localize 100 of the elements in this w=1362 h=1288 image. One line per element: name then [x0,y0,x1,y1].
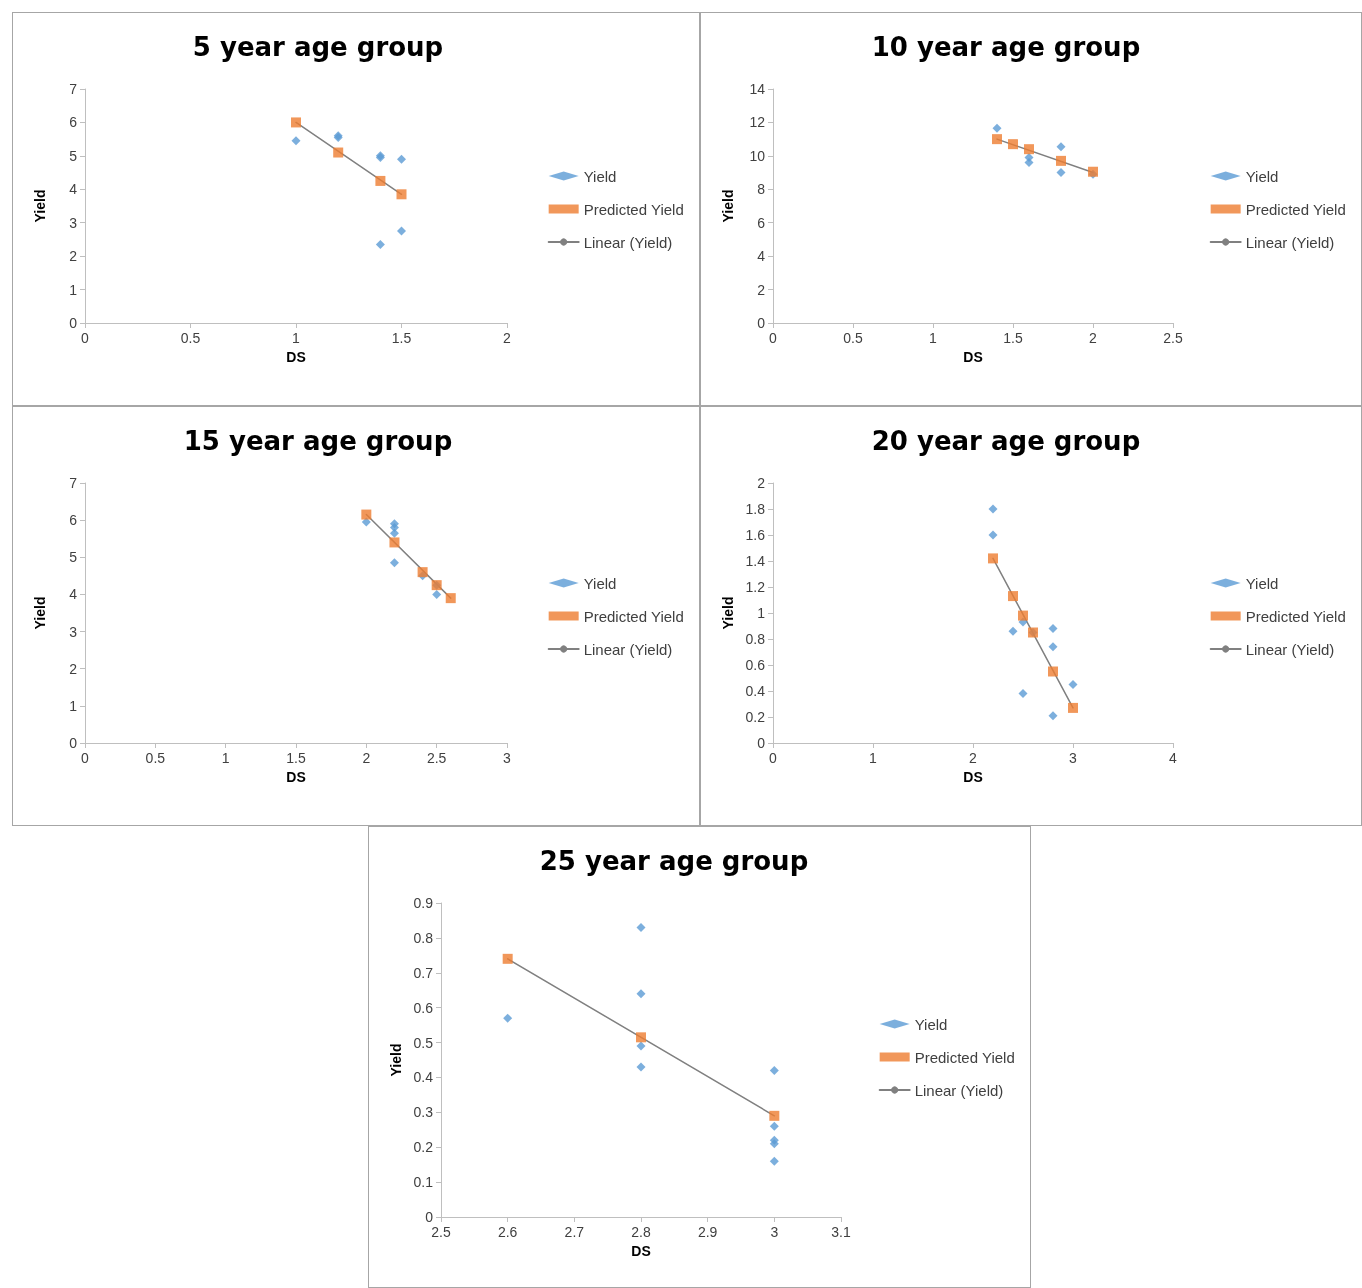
y-tick-label: 5 [69,147,78,164]
legend-label: Predicted Yield [583,607,684,625]
x-tick-label: 3 [1069,750,1078,766]
y-tick-label: 0.2 [413,1139,434,1156]
y-tick-label: 2 [69,660,78,677]
x-tick-label: 0 [81,750,90,766]
y-tick-label: 2 [757,475,766,491]
y-tick-label: 0.8 [413,929,434,946]
legend-label: Linear (Yield) [583,233,673,251]
y-tick-label: 6 [69,114,78,131]
y-axis-title: Yield [32,596,48,630]
y-tick-label: 0.1 [413,1174,434,1191]
y-tick-label: 1.6 [745,527,766,543]
x-tick-label: 1 [929,330,938,346]
y-tick-label: 0 [69,735,78,751]
x-tick-label: 2.8 [631,1224,651,1240]
x-tick-label: 2.6 [497,1224,518,1240]
y-tick-label: 0 [425,1209,434,1225]
x-tick-label: 0.5 [145,750,166,766]
y-tick-label: 1.4 [745,553,766,569]
y-tick-label: 4 [69,181,78,198]
x-tick-label: 1 [221,750,230,766]
y-tick-label: 7 [69,81,78,97]
x-tick-label: 2.7 [564,1224,585,1240]
legend-label: Linear (Yield) [1245,233,1335,251]
y-tick-label: 10 [749,147,766,164]
chart-title: 20 year age group [871,426,1141,456]
x-axis-title: DS [963,348,983,365]
y-tick-label: 0 [757,735,766,751]
y-tick-label: 0.8 [745,631,766,647]
x-tick-label: 2 [362,750,371,766]
legend-label: Linear (Yield) [914,1081,1004,1099]
x-tick-label: 0 [81,330,90,346]
x-tick-label: 3.1 [831,1224,851,1240]
y-tick-label: 0.7 [413,964,434,981]
y-axis-title: Yield [720,189,736,223]
x-axis-title: DS [286,348,306,365]
y-tick-label: 0 [69,315,78,331]
x-tick-label: 1 [869,750,878,766]
x-tick-label: 0.5 [180,330,201,346]
x-tick-label: 3 [770,1224,779,1240]
x-tick-label: 2.5 [1163,330,1183,346]
y-tick-label: 2 [69,248,78,265]
x-tick-label: 3 [503,750,512,766]
chart-title: 15 year age group [183,426,453,456]
y-tick-label: 3 [69,214,78,231]
x-tick-label: 0 [769,750,778,766]
y-tick-label: 1 [757,605,766,621]
x-tick-label: 2 [503,330,512,346]
y-tick-label: 6 [69,512,78,529]
x-tick-label: 0.5 [843,330,863,346]
y-tick-label: 12 [749,114,766,131]
y-axis-title: Yield [719,596,736,630]
x-tick-label: 4 [1169,750,1178,766]
y-tick-label: 1.2 [745,579,766,595]
x-tick-label: 2.5 [431,1224,451,1240]
y-tick-label: 0.4 [745,683,766,699]
x-tick-label: 2 [969,750,978,766]
y-tick-label: 0.5 [413,1034,434,1051]
legend-label: Predicted Yield [914,1048,1015,1066]
y-tick-label: 0.4 [413,1069,434,1086]
legend-label: Yield [914,1015,948,1033]
legend-label: Linear (Yield) [583,640,673,658]
legend-label: Linear (Yield) [1245,640,1335,658]
x-tick-label: 2.5 [426,750,447,766]
y-tick-label: 1 [69,281,78,298]
y-tick-label: 0.3 [413,1104,434,1121]
x-axis-title: DS [631,1242,651,1259]
legend-label: Yield [583,574,617,592]
x-tick-label: 2 [1089,330,1098,346]
y-tick-label: 2 [757,281,766,298]
y-axis-title: Yield [32,189,48,223]
legend-label: Yield [583,167,617,185]
chart-title: 5 year age group [192,32,444,62]
legend-label: Predicted Yield [583,200,684,218]
y-tick-label: 0.9 [413,895,434,911]
legend-label: Predicted Yield [1245,607,1346,625]
y-tick-label: 14 [749,81,766,97]
y-tick-label: 4 [757,248,766,265]
x-tick-label: 1.5 [1003,330,1023,346]
x-tick-label: 2.9 [697,1224,718,1240]
x-tick-label: 1.5 [286,750,306,766]
y-tick-label: 0.2 [745,709,766,725]
x-axis-title: DS [963,768,983,785]
y-tick-label: 0.6 [745,657,766,673]
chart-title: 25 year age group [539,846,809,876]
y-axis-title: Yield [387,1043,404,1077]
legend-label: Yield [1245,167,1279,185]
y-tick-label: 8 [757,181,766,198]
y-tick-label: 5 [69,549,78,566]
x-tick-label: 1.5 [391,330,412,346]
y-tick-label: 1 [69,697,78,714]
legend-label: Predicted Yield [1245,200,1346,218]
y-tick-label: 0 [757,315,766,331]
y-tick-label: 0.6 [413,999,434,1016]
y-tick-label: 7 [69,475,78,491]
x-tick-label: 1 [292,330,301,346]
legend-label: Yield [1245,574,1279,592]
y-tick-label: 4 [69,586,78,603]
y-tick-label: 3 [69,623,78,640]
